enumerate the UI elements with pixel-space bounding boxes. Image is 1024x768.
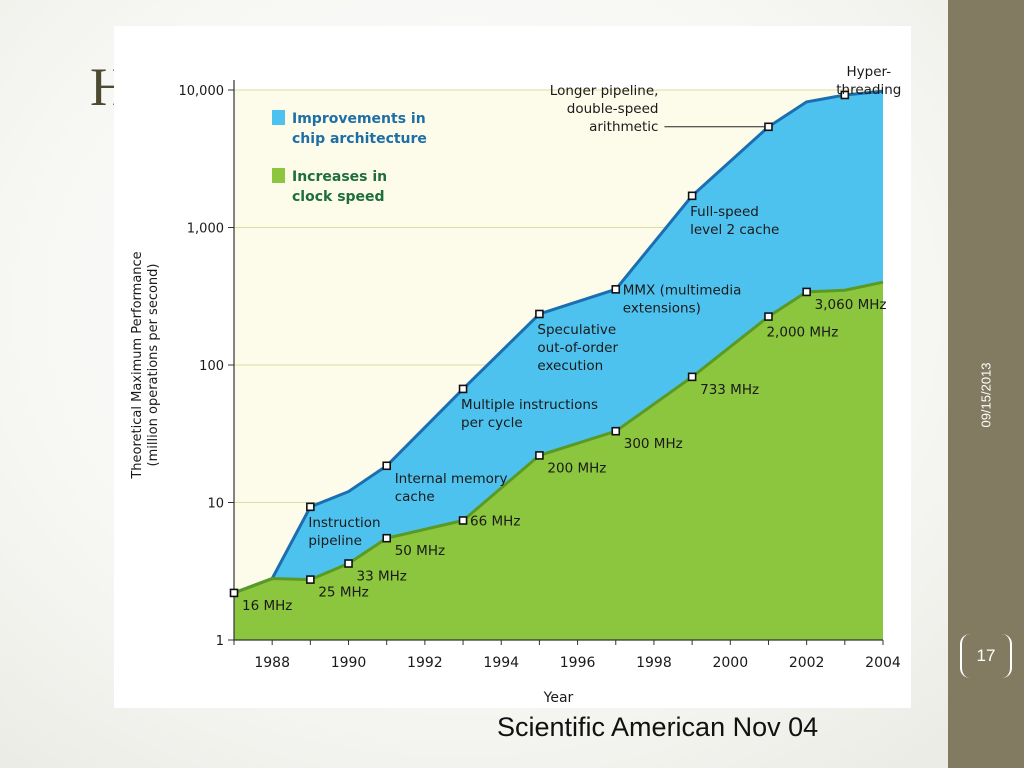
annotation-label: 3,060 MHz <box>815 297 887 313</box>
annotation-label: cache <box>395 489 435 505</box>
legend-label: clock speed <box>292 189 385 205</box>
annotation-label: 200 MHz <box>547 460 606 476</box>
annotation-label: arithmetic <box>589 119 658 135</box>
data-marker <box>382 461 392 471</box>
y-tick-label: 1 <box>216 634 224 649</box>
data-marker <box>611 285 621 294</box>
data-marker <box>458 384 468 394</box>
annotation-label: 300 MHz <box>624 436 683 452</box>
slide-number: 17 <box>960 634 1012 678</box>
data-marker <box>382 533 392 543</box>
annotation-label: Longer pipeline, <box>550 83 659 99</box>
data-marker <box>306 575 315 584</box>
legend-swatch <box>272 168 285 183</box>
x-tick-label: 1990 <box>331 655 367 671</box>
annotation-label: Instruction <box>308 515 380 531</box>
data-marker <box>687 372 697 382</box>
y-tick-label: 1,000 <box>187 222 224 237</box>
y-axis-title-line: (million operations per second) <box>146 264 161 467</box>
legend-label: Increases in <box>292 169 387 185</box>
y-tick-label: 10 <box>207 497 224 512</box>
y-axis-title: Theoretical Maximum Performance (million … <box>130 251 161 479</box>
annotation-label: double-speed <box>567 101 659 117</box>
y-tick-label: 10,000 <box>179 84 225 99</box>
performance-chart: 1 10 100 1,000 10,000 1988 1990 1992 1994 1996 199… <box>130 64 901 706</box>
annotation-label: 25 MHz <box>318 585 368 601</box>
annotation-label: 50 MHz <box>395 543 445 559</box>
x-tick-label: 2002 <box>789 655 825 671</box>
annotation-label: MMX (multimedia <box>623 282 742 298</box>
annotation-label: out-of-order <box>537 340 618 356</box>
annotation-label: 2,000 MHz <box>766 325 838 341</box>
source-caption: Scientific American Nov 04 <box>497 712 819 742</box>
data-marker <box>764 122 773 132</box>
annotation-label: level 2 cache <box>690 222 779 238</box>
annotation-label: per cycle <box>461 415 523 431</box>
data-marker <box>764 312 773 321</box>
data-marker <box>306 502 315 512</box>
data-marker <box>802 287 811 297</box>
x-tick-label: 1988 <box>254 655 290 671</box>
x-tick-label: 2004 <box>865 655 901 671</box>
data-marker <box>229 588 239 598</box>
annotation-label: Full-speed <box>690 204 759 220</box>
x-tick-label: 1994 <box>483 655 519 671</box>
legend-label: Improvements in <box>292 111 426 127</box>
data-marker <box>687 191 697 201</box>
annotation-label: Speculative <box>537 322 616 338</box>
annotation-label: 66 MHz <box>470 513 520 529</box>
annotation-label: threading <box>836 82 901 98</box>
data-marker <box>458 516 468 525</box>
slide-date: 09/15/2013 <box>978 362 994 428</box>
x-axis-title: Year <box>543 690 574 706</box>
legend-swatch <box>272 110 285 125</box>
annotation-label: Internal memory <box>395 471 508 487</box>
annotation-label: 733 MHz <box>700 382 759 398</box>
series-area-clock <box>234 282 883 640</box>
annotation-label: Multiple instructions <box>461 397 598 413</box>
data-marker <box>344 559 353 568</box>
annotation-label: 33 MHz <box>357 569 407 585</box>
chart-panel: 1 10 100 1,000 10,000 1988 1990 1992 1994 1996 199… <box>114 26 911 708</box>
y-tick-label: 100 <box>199 359 224 374</box>
annotation-label: execution <box>537 358 603 374</box>
x-tick-label: 1996 <box>560 655 596 671</box>
data-marker <box>840 90 850 100</box>
annotation-label: pipeline <box>308 533 362 549</box>
y-axis-title-line: Theoretical Maximum Performance <box>130 251 145 479</box>
data-marker <box>611 426 621 436</box>
legend-label: chip architecture <box>292 131 427 147</box>
data-marker <box>535 451 544 460</box>
data-marker <box>535 309 544 319</box>
annotation-label: extensions) <box>623 300 701 316</box>
annotation-label: 16 MHz <box>242 598 292 614</box>
x-tick-label: 1998 <box>636 655 672 671</box>
x-tick-label: 1992 <box>407 655 443 671</box>
annotation-label: Hyper- <box>847 64 892 80</box>
x-tick-label: 2000 <box>712 655 748 671</box>
